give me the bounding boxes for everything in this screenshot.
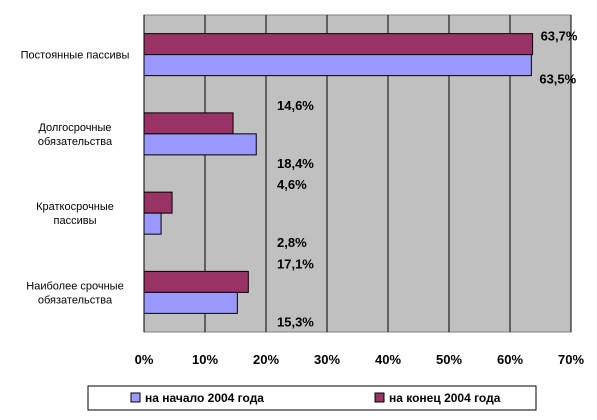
category-label: обязательства bbox=[38, 294, 113, 306]
bar bbox=[143, 33, 534, 56]
bar bbox=[143, 112, 234, 135]
x-tick-label: 0% bbox=[135, 352, 154, 367]
category-labels: Постоянные пассивы Долгосрочные обязательс… bbox=[21, 50, 130, 307]
x-tick-label: 40% bbox=[375, 352, 401, 367]
bar bbox=[143, 191, 173, 214]
legend-swatch-start bbox=[130, 392, 141, 403]
data-label: 15,3% bbox=[277, 314, 314, 329]
legend: на начало 2004 года на конец 2004 года bbox=[87, 385, 537, 411]
x-tick-label: 70% bbox=[558, 352, 584, 367]
category-label: Краткосрочные bbox=[36, 201, 114, 213]
data-label: 17,1% bbox=[277, 256, 314, 271]
x-tick-label: 60% bbox=[497, 352, 523, 367]
bar bbox=[143, 270, 249, 293]
data-label: 63,7% bbox=[541, 29, 578, 44]
category-label: пассивы bbox=[54, 215, 97, 227]
category-label: Долгосрочные bbox=[38, 122, 111, 134]
data-label: 18,4% bbox=[277, 156, 314, 171]
legend-swatch-end bbox=[374, 392, 385, 403]
x-axis-ticks: 0% 10% 20% 30% 40% 50% 60% 70% bbox=[135, 352, 585, 367]
category-label: обязательства bbox=[38, 136, 113, 148]
x-tick-label: 30% bbox=[314, 352, 340, 367]
bars bbox=[143, 33, 534, 314]
x-tick-label: 10% bbox=[192, 352, 218, 367]
x-tick-label: 50% bbox=[436, 352, 462, 367]
legend-label-end: на конец 2004 года bbox=[389, 391, 501, 405]
data-label: 14,6% bbox=[277, 98, 314, 113]
category-label: Наиболее срочные bbox=[26, 280, 123, 292]
category-label: Постоянные пассивы bbox=[21, 50, 130, 62]
x-tick-label: 20% bbox=[253, 352, 279, 367]
bar bbox=[143, 212, 162, 235]
data-label: 4,6% bbox=[277, 177, 307, 192]
legend-box bbox=[87, 385, 537, 411]
bar bbox=[143, 291, 238, 314]
bar bbox=[143, 133, 257, 156]
data-label: 2,8% bbox=[277, 235, 307, 250]
data-labels: 63,7% 63,5% 14,6% 18,4% 4,6% 2,8% 17,1% 15,3% bbox=[277, 29, 578, 330]
legend-label-start: на начало 2004 года bbox=[145, 391, 264, 405]
data-label: 63,5% bbox=[539, 72, 576, 87]
bar bbox=[143, 54, 532, 77]
